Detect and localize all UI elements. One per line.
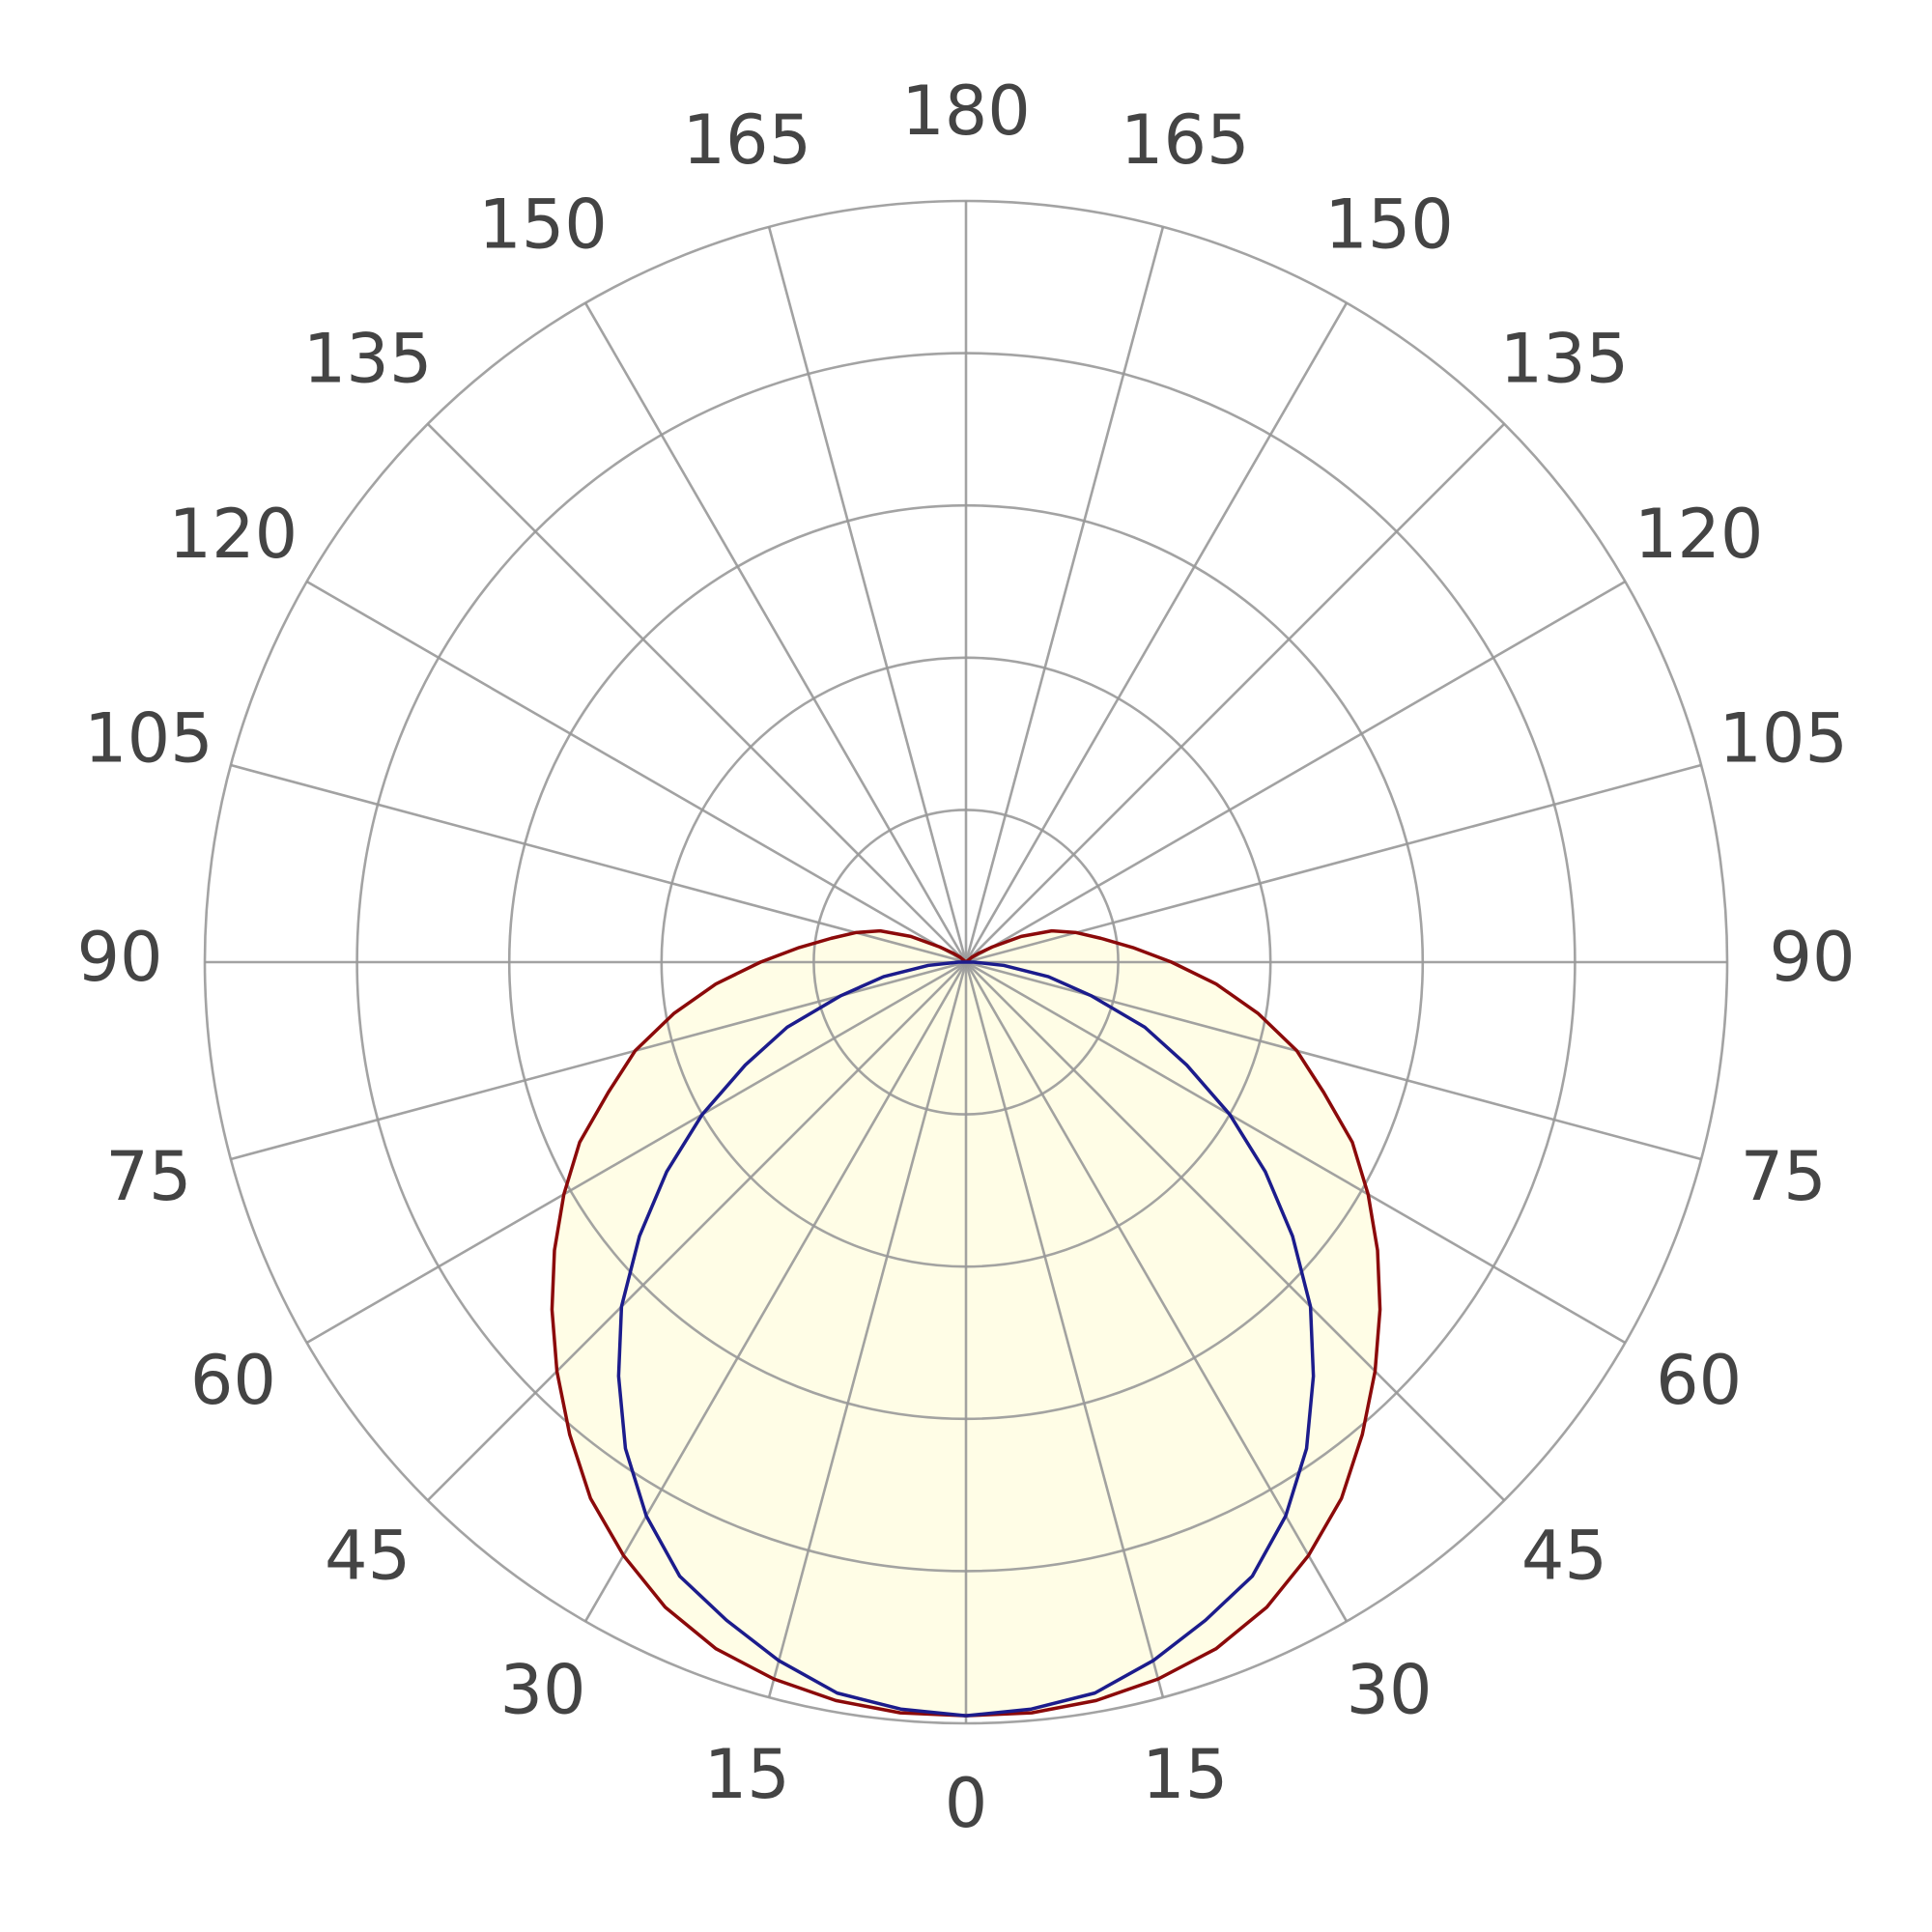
angle-label: 75 <box>1741 1137 1827 1216</box>
grid-spoke <box>230 763 967 964</box>
grid-spoke <box>583 301 968 963</box>
grid-spoke <box>964 301 1349 963</box>
series-line <box>964 928 1382 1718</box>
grid-spoke <box>426 961 967 1502</box>
angle-label: 60 <box>1656 1341 1742 1420</box>
angle-label: 90 <box>1769 918 1855 997</box>
series-line <box>550 928 968 1718</box>
angle-label: 15 <box>704 1735 790 1814</box>
angle-label: 45 <box>1521 1516 1607 1595</box>
grid-spoke <box>964 961 1165 1698</box>
angle-label: 15 <box>1142 1735 1228 1814</box>
grid-spoke <box>965 961 1506 1502</box>
angle-label: 105 <box>84 698 213 778</box>
angle-label: 165 <box>1121 100 1250 180</box>
angle-label: 180 <box>901 71 1031 151</box>
grid-spoke <box>583 961 968 1623</box>
angle-label: 90 <box>76 918 162 997</box>
angle-label: 135 <box>1500 320 1630 399</box>
grid-spoke <box>965 763 1702 964</box>
angle-label: 150 <box>1324 185 1454 264</box>
grid-spoke <box>965 580 1627 964</box>
grid-spoke <box>965 422 1506 963</box>
area-fill <box>966 930 1380 1717</box>
grid-spoke <box>305 960 967 1345</box>
grid-spoke <box>426 422 967 963</box>
angle-label: 0 <box>945 1764 988 1843</box>
angle-label: 105 <box>1719 698 1848 778</box>
series-line <box>965 960 1316 1718</box>
area-fill <box>552 930 966 1717</box>
angle-label: 60 <box>190 1341 276 1420</box>
grid-spoke <box>964 961 1349 1623</box>
angle-label: 165 <box>682 100 811 180</box>
angle-label: 120 <box>169 495 298 574</box>
series-line <box>616 960 967 1718</box>
angle-label: 45 <box>325 1516 411 1595</box>
angle-label: 135 <box>303 320 433 399</box>
grid-spoke <box>965 960 1627 1345</box>
grid-spoke <box>767 226 968 963</box>
grid-spoke <box>305 580 967 964</box>
angle-label: 120 <box>1634 495 1764 574</box>
angle-label: 30 <box>1346 1651 1432 1730</box>
angle-label: 75 <box>105 1137 191 1216</box>
grid-spoke <box>767 961 968 1698</box>
angle-label: 150 <box>478 185 608 264</box>
grid-spoke <box>964 226 1165 963</box>
angle-label: 30 <box>499 1651 585 1730</box>
